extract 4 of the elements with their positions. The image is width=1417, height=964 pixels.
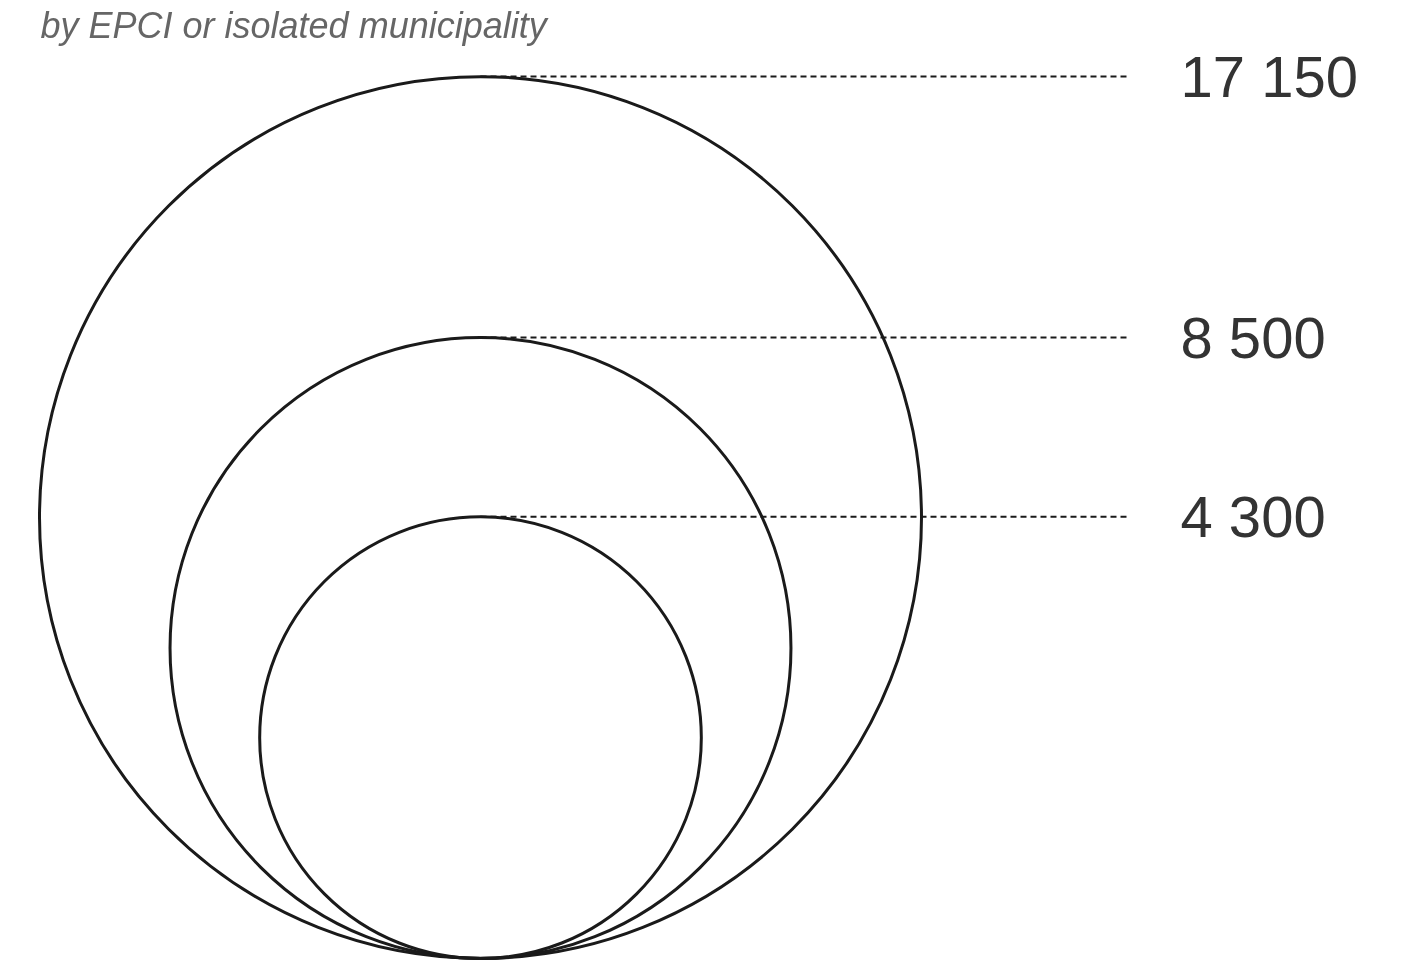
- data-label: 4 300: [1180, 484, 1326, 550]
- data-label: 17 150: [1180, 44, 1358, 109]
- data-label: 8 500: [1180, 305, 1326, 371]
- text: by EPCI or isolated municipality: [40, 4, 549, 46]
